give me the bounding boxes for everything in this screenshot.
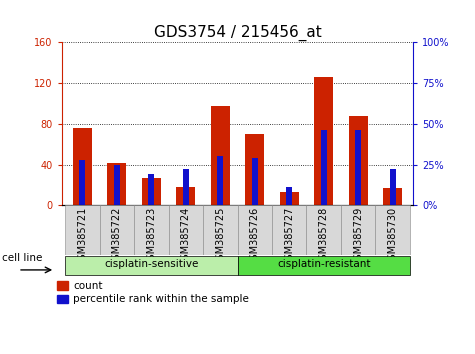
Text: GSM385729: GSM385729: [353, 207, 363, 266]
Text: GSM385722: GSM385722: [112, 207, 122, 266]
Text: GSM385727: GSM385727: [284, 207, 294, 266]
Legend: count, percentile rank within the sample: count, percentile rank within the sample: [57, 281, 249, 304]
Bar: [107, 162, 126, 205]
FancyBboxPatch shape: [341, 205, 375, 255]
FancyBboxPatch shape: [203, 205, 238, 255]
Bar: [245, 134, 264, 205]
Text: GSM385730: GSM385730: [388, 207, 398, 266]
Bar: [114, 165, 120, 205]
FancyBboxPatch shape: [238, 256, 410, 275]
FancyBboxPatch shape: [238, 205, 272, 255]
FancyBboxPatch shape: [134, 205, 169, 255]
FancyBboxPatch shape: [272, 205, 306, 255]
FancyBboxPatch shape: [65, 205, 100, 255]
Text: GSM385721: GSM385721: [77, 207, 87, 266]
Bar: [148, 175, 154, 205]
Bar: [183, 170, 189, 205]
Text: cell line: cell line: [2, 253, 43, 263]
FancyBboxPatch shape: [65, 256, 238, 275]
Text: GSM385724: GSM385724: [181, 207, 191, 266]
Bar: [314, 77, 333, 205]
Bar: [176, 187, 195, 205]
Bar: [355, 130, 361, 205]
Text: GSM385725: GSM385725: [215, 207, 225, 266]
Text: cisplatin-sensitive: cisplatin-sensitive: [104, 259, 199, 269]
Bar: [79, 160, 86, 205]
Bar: [211, 105, 230, 205]
Bar: [321, 130, 327, 205]
Bar: [73, 128, 92, 205]
FancyBboxPatch shape: [100, 205, 134, 255]
Text: GSM385726: GSM385726: [250, 207, 260, 266]
Bar: [286, 187, 292, 205]
Bar: [252, 158, 258, 205]
FancyBboxPatch shape: [375, 205, 410, 255]
Bar: [383, 188, 402, 205]
Text: cisplatin-resistant: cisplatin-resistant: [277, 259, 370, 269]
Bar: [217, 156, 223, 205]
Text: GSM385723: GSM385723: [146, 207, 156, 266]
Text: GSM385728: GSM385728: [319, 207, 329, 266]
FancyBboxPatch shape: [306, 205, 341, 255]
FancyBboxPatch shape: [169, 205, 203, 255]
Bar: [349, 116, 368, 205]
Bar: [390, 170, 396, 205]
Bar: [142, 178, 161, 205]
Title: GDS3754 / 215456_at: GDS3754 / 215456_at: [153, 25, 322, 41]
Bar: [280, 192, 299, 205]
